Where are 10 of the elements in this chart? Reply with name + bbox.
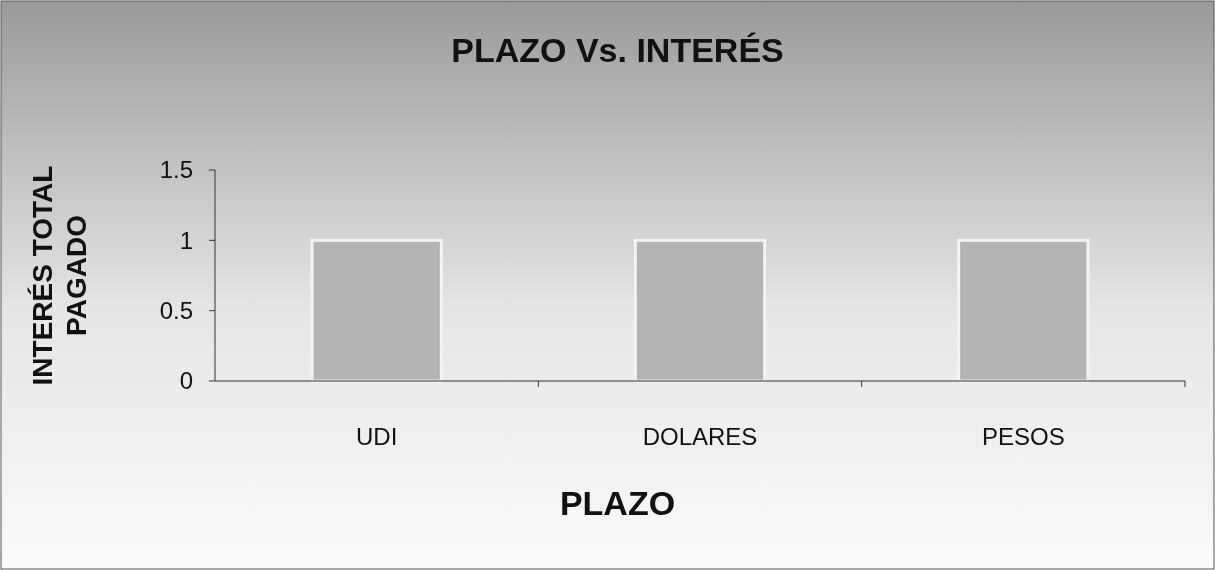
x-axis-title: PLAZO (559, 484, 676, 522)
y-tick-label: 0 (179, 367, 193, 395)
chart-title: PLAZO Vs. INTERÉS (451, 31, 784, 69)
y-tick-label: 0.5 (159, 297, 193, 325)
y-tick-label: 1.5 (159, 156, 193, 184)
x-tick-label: UDI (355, 423, 398, 450)
y-tick-label: 1 (179, 226, 193, 254)
x-tick-label: DOLARES (642, 423, 758, 450)
y-axis-title: INTERÉS TOTAL PAGADO (27, 165, 92, 386)
x-tick-label: PESOS (981, 423, 1065, 450)
